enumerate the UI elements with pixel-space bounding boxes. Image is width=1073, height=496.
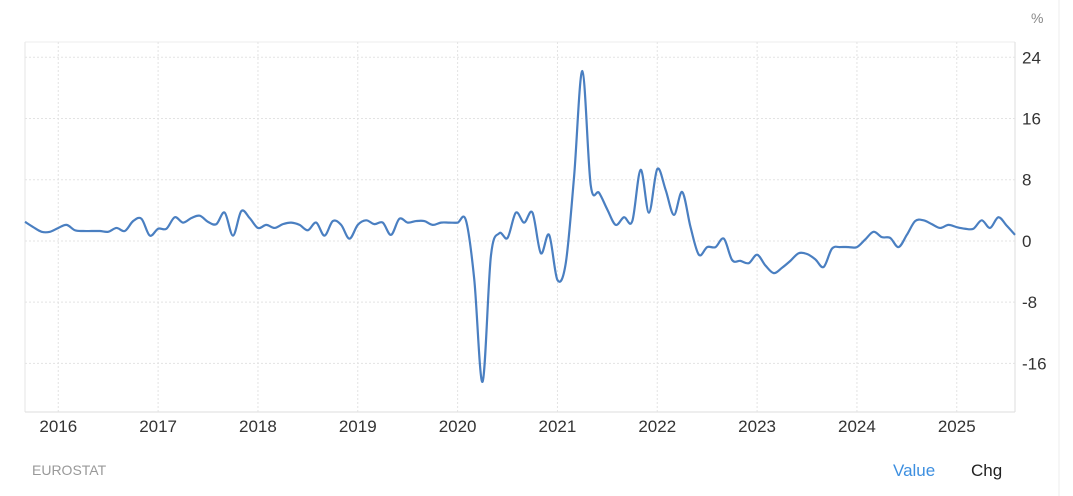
x-tick-label: 2021 [539, 417, 577, 436]
y-tick-label: -16 [1022, 354, 1047, 373]
x-tick-label: 2022 [638, 417, 676, 436]
y-tick-label: 16 [1022, 110, 1041, 129]
y-tick-label: 0 [1022, 232, 1031, 251]
source-label: EUROSTAT [32, 462, 107, 478]
x-tick-label: 2016 [39, 417, 77, 436]
tab-value[interactable]: Value [893, 461, 936, 480]
y-tick-label: 24 [1022, 48, 1041, 67]
y-tick-label: -8 [1022, 293, 1037, 312]
x-tick-label: 2017 [139, 417, 177, 436]
series-line [24, 69, 1016, 383]
x-tick-label: 2018 [239, 417, 277, 436]
unit-label: % [1031, 10, 1044, 26]
tab-chg[interactable]: Chg [971, 461, 1003, 480]
x-tick-label: 2024 [838, 417, 876, 436]
x-tick-label: 2023 [738, 417, 776, 436]
x-tick-label: 2020 [439, 417, 477, 436]
x-tick-label: 2019 [339, 417, 377, 436]
x-tick-label: 2025 [938, 417, 976, 436]
y-tick-label: 8 [1022, 171, 1031, 190]
